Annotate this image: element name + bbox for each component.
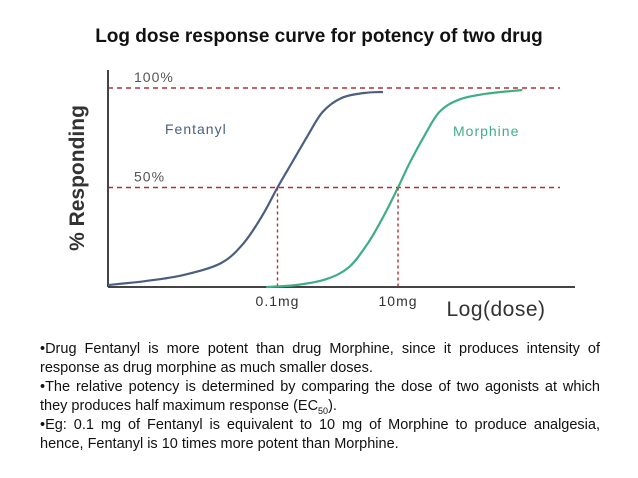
explanation-text: •Drug Fentanyl is more potent than drug … (40, 340, 600, 454)
reference-label-50: 50% (134, 169, 165, 185)
bullet-example: •Eg: 0.1 mg of Fentanyl is equivalent to… (40, 417, 600, 452)
ec50-subscript: 50 (318, 405, 329, 416)
bullet-relative-potency-text: •The relative potency is determined by c… (40, 379, 600, 414)
bullet-potency: •Drug Fentanyl is more potent than drug … (40, 341, 600, 376)
bullet-relative-potency: •The relative potency is determined by c… (40, 378, 600, 416)
reference-label-100: 100% (134, 69, 174, 85)
bullet-relative-potency-end: ). (328, 398, 337, 414)
x-axis-label: Log(dose) (446, 298, 545, 321)
chart-svg: 100% 50% % Responding Log(dose) 0.1mg Fentany… (66, 69, 575, 321)
slide-title: Log dose response curve for potency of t… (95, 26, 543, 47)
y-axis-label: % Responding (66, 105, 89, 251)
x-tick-label-0: 0.1mg (256, 293, 300, 309)
dose-response-chart: 100% 50% % Responding Log(dose) 0.1mg Fentany… (66, 69, 575, 321)
series-label-fentanyl: Fentanyl (165, 121, 227, 137)
series-label-morphine: Morphine (453, 123, 519, 139)
curve-morphine (266, 88, 523, 289)
x-tick-label-1: 10mg (379, 293, 418, 309)
curve-fentanyl (107, 90, 384, 287)
